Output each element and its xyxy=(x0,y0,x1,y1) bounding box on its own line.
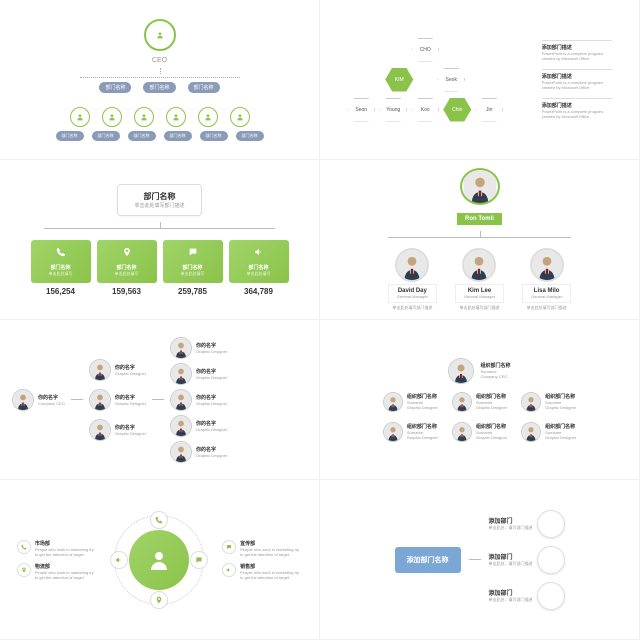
dept-header: 部门名称 单击此处填写部门描述 xyxy=(117,184,201,216)
member-icon xyxy=(70,107,90,127)
tree-root: 你的名字Company CEO xyxy=(12,389,65,411)
ceo-photo xyxy=(460,168,500,205)
team-member: David DayGeneral Manager单击此处填写部门描述 xyxy=(388,248,437,311)
grid-top: 组织部门名称SurnameCompany CEO xyxy=(448,358,510,384)
hex-node: KIM xyxy=(385,68,413,92)
grid-member: 组织部门名称SurnameGraphic Designer xyxy=(383,392,438,412)
team-grid: 组织部门名称SurnameCompany CEO 组织部门名称SurnameGr… xyxy=(320,320,640,480)
hub-center xyxy=(129,530,189,590)
metric-card: 部门名称单击此处填写 xyxy=(31,240,91,283)
org-chart-hex: CHO KIM Seok Seon Young Koo Chin Jin 添加部… xyxy=(320,0,640,160)
dept-metrics: 部门名称 单击此处填写部门描述 部门名称单击此处填写156,254 部门名称单击… xyxy=(0,160,320,320)
org-chart-ceo: CEO 部门名称 部门名称 部门名称 部门名称 部门名称 部门名称 部门名称 部… xyxy=(0,0,320,160)
bracket-tree: 你的名字Company CEO 你的名字Graphic Designer 你的名… xyxy=(0,320,320,480)
circular-hub: 市场部People who work in marketing try to g… xyxy=(0,480,320,640)
dept-row-1: 部门名称 部门名称 部门名称 xyxy=(99,82,219,93)
ceo-node xyxy=(144,19,176,51)
flow-main: 添加部门名称 xyxy=(395,547,461,573)
info-item: 市场部People who work in marketing try to g… xyxy=(17,540,97,557)
flow-diagram: 添加部门名称 添加部门单击此处，填写部门描述 添加部门单击此处，填写部门描述 添… xyxy=(320,480,640,640)
hex-root: CHO xyxy=(411,38,439,62)
side-descriptions: 添加部门描述PowerPoint is a complete program c… xyxy=(542,40,612,119)
ceo-label: CEO xyxy=(152,57,167,64)
flow-item: 添加部门单击此处，填写部门描述 xyxy=(489,510,565,538)
team-photos: Ron Tomli David DayGeneral Manager单击此处填写… xyxy=(320,160,640,320)
